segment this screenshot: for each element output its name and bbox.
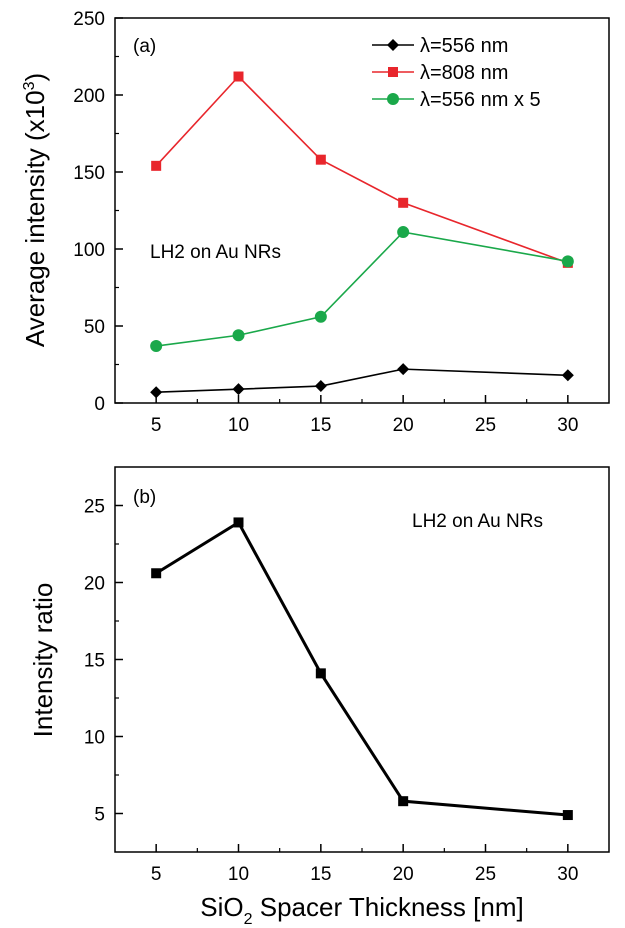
panel-a-x-tick-label: 10 [228,415,249,436]
panel-b-x-axis-label-sub: 2 [244,911,253,928]
legend-marker-2 [387,93,399,105]
panel-b-y-tick-label: 5 [94,805,105,826]
panel-b-data-point [151,568,162,579]
panel-b-x-tick-label: 25 [475,864,496,885]
panel-b-data-point [233,517,244,528]
legend-label-2: λ=556 nm x 5 [420,89,541,111]
panel-b-annotation: LH2 on Au NRs [412,511,543,532]
legend-label-0: λ=556 nm [420,35,508,57]
panel-a-data-point [398,197,409,208]
panel-a-data-point [233,71,244,82]
panel-b-data-point [398,796,409,807]
panel-a-y-tick-label: 200 [73,86,105,107]
panel-a-x-tick-label: 30 [557,415,578,436]
panel-a-y-tick-label: 50 [84,317,105,338]
panel-a-y-tick-label: 0 [94,394,105,415]
panel-b-series [151,517,573,821]
panel-b-y-axis-label: Intensity ratio [28,583,58,738]
panel-b-x-tick-label: 10 [228,864,249,885]
panel-b-y-tick-label: 25 [84,497,105,518]
panel-a-y-axis-label-main: Average intensity (x10 [20,90,50,347]
panel-a-label: (a) [133,36,156,57]
panel-a-y-axis-label-tail: ) [20,73,50,82]
panel-a-data-point [151,160,162,171]
panel-a-x-tick-label: 25 [475,415,496,436]
legend-marker-1 [388,67,398,77]
panel-a-data-point [150,386,163,399]
panel-b-label: (b) [133,487,156,508]
panel-a-y-tick-label: 250 [73,9,105,30]
panel-a-data-point [314,380,327,393]
panel-a-data-point [232,329,245,342]
panel-b-ticks: 5 10 15 20 25 30 5 10 15 20 25 [84,497,579,886]
panel-a-frame [114,17,610,404]
panel-a-series [150,71,574,399]
panel-b-x-axis-label: SiO2 Spacer Thickness [nm] [200,892,523,928]
panel-a-x-tick-label: 15 [310,415,331,436]
panel-a-ticks: 5 10 15 20 25 30 0 50 100 150 200 250 [73,9,578,436]
panel-a-y-tick-label: 100 [73,240,105,261]
legend-label-1: λ=808 nm [420,62,508,84]
panel-b-x-tick-label: 5 [151,864,162,885]
panel-a-data-point [232,383,245,396]
panel-a-x-tick-label: 5 [151,415,162,436]
panel-a-data-point [315,154,326,165]
panel-a-y-tick-label: 150 [73,163,105,184]
panel-b-y-tick-label: 20 [84,574,105,595]
panel-a-data-point [314,310,327,323]
panel-a: 5 10 15 20 25 30 0 50 100 150 200 250 (a) LH2 on Au… [20,9,610,436]
panel-a-data-point [561,369,574,382]
panel-b-x-tick-label: 30 [557,864,578,885]
panel-b-series-line-0 [155,520,568,817]
panel-b-y-tick-label: 15 [84,651,105,672]
panel-b: 5 10 15 20 25 30 5 10 15 20 25 (b) LH2 on Au NRs I… [28,466,610,928]
panel-a-annotation: LH2 on Au NRs [150,242,281,263]
panel-a-data-point [150,340,163,353]
panel-b-x-tick-label: 20 [393,864,414,885]
panel-b-y-tick-label: 10 [84,728,105,749]
panel-b-data-point [562,810,573,821]
panel-b-x-axis-label-main: SiO [200,892,243,922]
panel-a-legend: λ=556 nm λ=808 nm λ=556 nm x 5 [372,35,541,111]
panel-a-data-point [561,255,574,268]
panel-b-x-tick-label: 15 [310,864,331,885]
legend-marker-0 [387,39,399,51]
panel-a-y-axis-label-sup: 3 [21,81,38,90]
panel-a-y-axis-label: Average intensity (x103) [20,73,50,347]
panel-a-series-line-0 [156,368,568,394]
panel-b-data-point [315,668,326,679]
panel-a-data-point [397,363,410,376]
panel-a-x-tick-label: 20 [393,415,414,436]
panel-a-data-point [397,226,410,239]
panel-b-x-axis-label-tail: Spacer Thickness [nm] [253,892,524,922]
